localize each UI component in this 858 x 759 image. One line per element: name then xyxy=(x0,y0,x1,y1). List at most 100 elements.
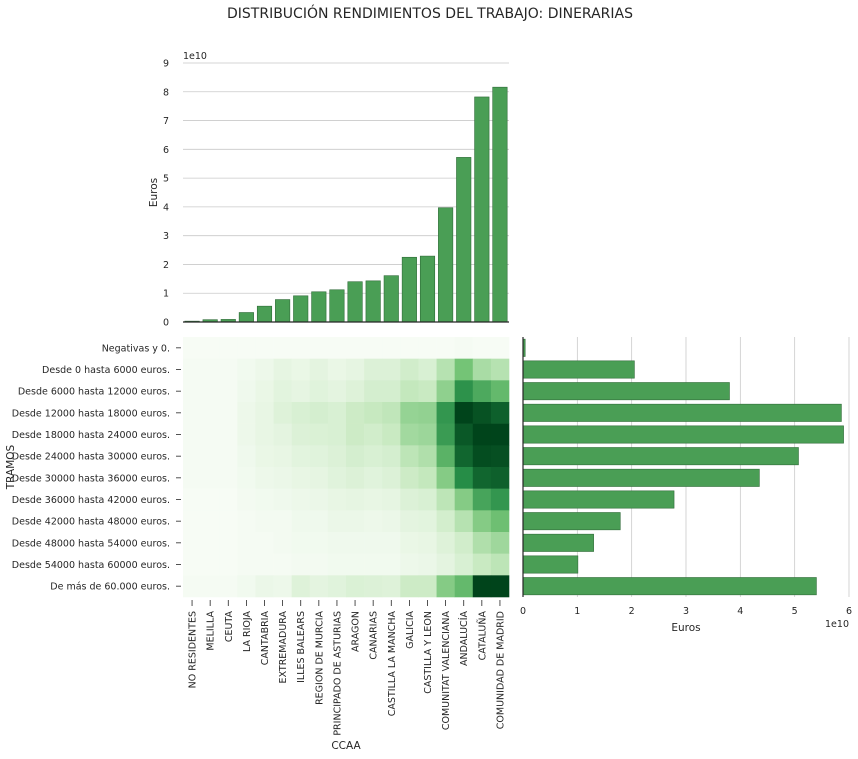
heatmap-cell xyxy=(255,532,274,554)
heatmap-cell xyxy=(255,510,274,533)
heatmap-cell xyxy=(418,532,437,554)
heatmap-cell xyxy=(327,488,347,511)
heatmap-cell xyxy=(309,423,329,446)
heatmap-cell xyxy=(364,402,383,424)
heatmap-col-label: CASTILLA LA MANCHA xyxy=(387,611,398,717)
heatmap-cell xyxy=(454,358,474,381)
heatmap-cell xyxy=(436,532,455,554)
heatmap-cell xyxy=(327,510,347,533)
heatmap-cell xyxy=(327,337,347,359)
heatmap-cell xyxy=(309,532,329,554)
heatmap-cell xyxy=(255,553,274,576)
heatmap-cell xyxy=(327,402,347,424)
top-ytick-label: 7 xyxy=(163,116,169,127)
heatmap-col-label: LA RIOJA xyxy=(242,611,253,653)
heatmap-cell xyxy=(454,337,474,359)
top-ytick-label: 4 xyxy=(163,202,169,213)
heatmap-cell xyxy=(490,510,510,533)
heatmap-x-axis-label: CCAA xyxy=(331,740,361,752)
heatmap-cell xyxy=(309,337,329,359)
heatmap-cell xyxy=(291,488,311,511)
heatmap-cell xyxy=(219,553,238,576)
heatmap-cell xyxy=(472,575,492,598)
top-exponent-label: 1e10 xyxy=(183,51,207,62)
heatmap-cell xyxy=(418,380,437,403)
right-bar xyxy=(522,403,842,422)
heatmap-cell xyxy=(490,532,510,554)
heatmap-cell xyxy=(436,510,455,533)
heatmap-cell xyxy=(400,553,419,576)
right-bar xyxy=(522,512,621,531)
heatmap-cell xyxy=(382,423,401,446)
heatmap-col-label: NO RESIDENTES xyxy=(188,611,199,688)
top-bar xyxy=(365,280,381,323)
right-xtick-label: 3 xyxy=(683,606,689,617)
heatmap-cell xyxy=(472,358,492,381)
top-bar-chart: 0 1 2 3 4 5 6 7 8 9 1e10 Euros xyxy=(148,51,509,329)
top-ytick-label: 6 xyxy=(163,145,169,156)
heatmap-cell xyxy=(490,358,510,381)
heatmap-cell xyxy=(400,380,419,403)
heatmap-cell xyxy=(400,423,419,446)
heatmap-cell xyxy=(273,488,292,511)
heatmap-cell xyxy=(454,445,474,468)
heatmap-cell xyxy=(201,575,220,598)
right-xtick-label: 1 xyxy=(574,606,580,617)
right-xtick-label: 2 xyxy=(629,606,635,617)
top-ytick-label: 2 xyxy=(163,260,169,271)
heatmap-cell xyxy=(400,467,419,489)
heatmap-cell xyxy=(291,380,311,403)
heatmap-cell xyxy=(237,445,256,468)
heatmap-cell xyxy=(436,488,455,511)
heatmap-cell xyxy=(255,337,274,359)
heatmap-cell xyxy=(364,337,383,359)
heatmap-cell xyxy=(291,467,311,489)
heatmap-cell xyxy=(237,423,256,446)
heatmap-cell xyxy=(346,532,365,554)
heatmap-cell xyxy=(436,380,455,403)
heatmap-cell xyxy=(346,445,365,468)
heatmap-cell xyxy=(436,337,455,359)
heatmap-cell xyxy=(382,575,401,598)
heatmap-cell xyxy=(183,337,202,359)
heatmap-row-label: Negativas y 0. xyxy=(102,343,170,354)
top-bar xyxy=(383,275,399,323)
heatmap-cell xyxy=(309,467,329,489)
top-bar xyxy=(293,295,309,323)
heatmap-cell xyxy=(472,380,492,403)
heatmap-cell xyxy=(183,488,202,511)
heatmap-cell xyxy=(418,358,437,381)
heatmap-cell xyxy=(255,380,274,403)
heatmap-cell xyxy=(327,575,347,598)
heatmap-cell xyxy=(400,337,419,359)
heatmap-cell xyxy=(382,358,401,381)
right-bar xyxy=(522,382,730,401)
top-ytick-label: 9 xyxy=(163,59,169,70)
right-bar xyxy=(522,533,594,552)
heatmap-cell xyxy=(273,575,292,598)
heatmap-cell xyxy=(219,467,238,489)
top-bar xyxy=(238,312,254,323)
heatmap-cell xyxy=(183,553,202,576)
heatmap-cell xyxy=(472,532,492,554)
heatmap-cell xyxy=(346,337,365,359)
top-bar xyxy=(329,289,345,323)
heatmap-cell xyxy=(400,402,419,424)
heatmap-cell xyxy=(291,445,311,468)
top-ytick-label: 5 xyxy=(163,174,169,185)
heatmap-cell xyxy=(382,445,401,468)
heatmap-cell xyxy=(255,358,274,381)
heatmap-cell xyxy=(309,510,329,533)
heatmap-col-label: GALICIA xyxy=(405,611,416,649)
heatmap-row-label: Desde 42000 hasta 48000 euros. xyxy=(12,517,170,528)
top-bar xyxy=(456,157,472,323)
heatmap-cell xyxy=(273,510,292,533)
heatmap-cell xyxy=(364,488,383,511)
right-bar xyxy=(522,468,760,487)
right-x-axis-label: Euros xyxy=(671,622,700,634)
heatmap-cell xyxy=(255,402,274,424)
heatmap-cell xyxy=(183,510,202,533)
top-bar xyxy=(401,256,417,323)
heatmap-cell xyxy=(472,510,492,533)
